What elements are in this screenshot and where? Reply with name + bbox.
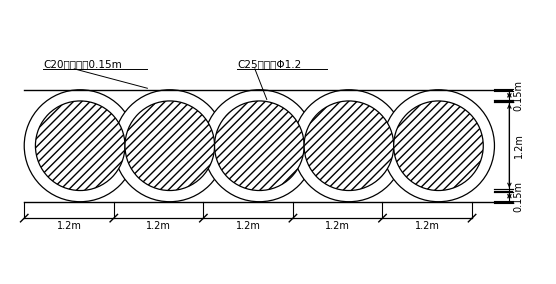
Circle shape bbox=[215, 101, 304, 191]
Circle shape bbox=[394, 101, 483, 191]
Text: 1.2m: 1.2m bbox=[236, 221, 261, 231]
Circle shape bbox=[24, 90, 136, 202]
Circle shape bbox=[114, 90, 226, 202]
Text: C20砼护壁厚0.15m: C20砼护壁厚0.15m bbox=[43, 59, 122, 69]
Circle shape bbox=[304, 101, 394, 191]
Circle shape bbox=[293, 90, 405, 202]
Circle shape bbox=[383, 90, 494, 202]
Text: 1.2m: 1.2m bbox=[57, 221, 81, 231]
Text: 1.2m: 1.2m bbox=[325, 221, 350, 231]
Text: 0.15m: 0.15m bbox=[514, 80, 524, 111]
Circle shape bbox=[36, 101, 125, 191]
Circle shape bbox=[203, 90, 315, 202]
Text: 1.2m: 1.2m bbox=[146, 221, 171, 231]
Text: 0.15m: 0.15m bbox=[514, 181, 524, 212]
Text: 1.2m: 1.2m bbox=[415, 221, 440, 231]
Text: 1.2m: 1.2m bbox=[514, 133, 524, 158]
Text: C25桩芯砼Φ1.2: C25桩芯砼Φ1.2 bbox=[237, 59, 301, 69]
Circle shape bbox=[125, 101, 215, 191]
